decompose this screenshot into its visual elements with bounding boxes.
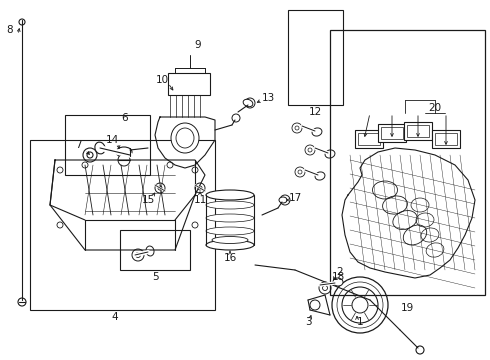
Ellipse shape xyxy=(176,128,194,148)
Ellipse shape xyxy=(116,147,132,157)
Ellipse shape xyxy=(212,237,248,243)
Circle shape xyxy=(232,114,240,122)
Circle shape xyxy=(352,297,368,313)
Text: 19: 19 xyxy=(400,303,414,313)
Ellipse shape xyxy=(171,123,199,153)
Bar xyxy=(435,133,457,145)
Text: 15: 15 xyxy=(142,195,155,205)
Ellipse shape xyxy=(333,278,343,286)
Circle shape xyxy=(416,346,424,354)
Bar xyxy=(30,140,215,310)
Text: 11: 11 xyxy=(194,195,207,205)
Ellipse shape xyxy=(206,201,254,209)
Circle shape xyxy=(82,162,88,168)
Circle shape xyxy=(19,19,25,25)
Circle shape xyxy=(245,98,255,108)
Text: 17: 17 xyxy=(289,193,302,203)
Text: 2: 2 xyxy=(337,267,343,277)
Ellipse shape xyxy=(206,240,254,250)
Bar xyxy=(288,10,343,105)
Circle shape xyxy=(136,252,141,257)
Ellipse shape xyxy=(206,190,254,200)
Bar xyxy=(168,73,210,95)
Text: 12: 12 xyxy=(308,107,321,117)
Ellipse shape xyxy=(279,197,287,203)
Bar xyxy=(330,30,485,295)
Text: 1: 1 xyxy=(357,317,363,327)
Bar xyxy=(404,122,432,140)
Text: 16: 16 xyxy=(223,253,237,263)
Text: 4: 4 xyxy=(112,312,118,322)
Circle shape xyxy=(292,123,302,133)
Text: 14: 14 xyxy=(105,135,119,145)
Circle shape xyxy=(305,145,315,155)
Bar xyxy=(358,133,380,145)
Circle shape xyxy=(342,287,378,323)
Circle shape xyxy=(280,195,290,205)
Circle shape xyxy=(319,282,331,294)
Text: 7: 7 xyxy=(74,140,81,150)
Bar xyxy=(381,127,403,139)
Text: 20: 20 xyxy=(428,103,441,113)
Text: 3: 3 xyxy=(305,317,311,327)
Circle shape xyxy=(310,300,320,310)
Circle shape xyxy=(155,183,165,193)
Circle shape xyxy=(192,222,198,228)
Circle shape xyxy=(192,167,198,173)
Ellipse shape xyxy=(146,246,154,256)
Circle shape xyxy=(83,148,97,162)
Circle shape xyxy=(195,183,205,193)
Text: 8: 8 xyxy=(7,25,13,35)
Text: 9: 9 xyxy=(195,40,201,50)
Circle shape xyxy=(332,277,388,333)
Bar xyxy=(407,125,429,137)
Circle shape xyxy=(57,167,63,173)
Circle shape xyxy=(295,167,305,177)
Ellipse shape xyxy=(312,128,322,136)
Circle shape xyxy=(87,152,93,158)
Ellipse shape xyxy=(315,172,325,180)
Ellipse shape xyxy=(243,99,253,107)
Text: 13: 13 xyxy=(261,93,274,103)
Circle shape xyxy=(57,222,63,228)
Bar xyxy=(432,130,460,148)
Circle shape xyxy=(132,249,144,261)
Circle shape xyxy=(167,162,173,168)
Text: 18: 18 xyxy=(331,272,344,282)
Ellipse shape xyxy=(206,214,254,222)
Circle shape xyxy=(118,154,130,166)
Text: 10: 10 xyxy=(155,75,169,85)
Bar xyxy=(378,124,406,142)
Text: 5: 5 xyxy=(152,272,158,282)
Ellipse shape xyxy=(95,142,105,154)
Circle shape xyxy=(158,186,162,190)
Ellipse shape xyxy=(206,227,254,235)
Bar xyxy=(65,115,150,175)
Circle shape xyxy=(18,298,26,306)
Bar xyxy=(120,230,190,270)
Text: 6: 6 xyxy=(122,113,128,123)
Ellipse shape xyxy=(325,150,335,158)
Bar xyxy=(355,130,383,148)
